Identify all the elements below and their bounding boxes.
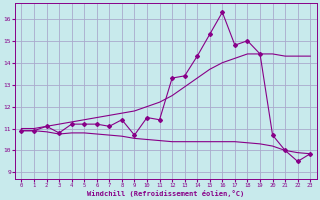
X-axis label: Windchill (Refroidissement éolien,°C): Windchill (Refroidissement éolien,°C) xyxy=(87,190,244,197)
